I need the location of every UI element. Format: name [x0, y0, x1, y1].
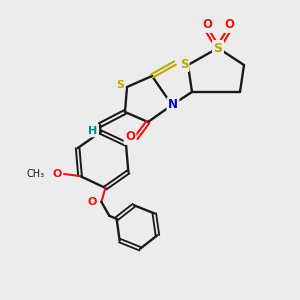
- Text: O: O: [202, 19, 212, 32]
- Text: S: S: [116, 80, 124, 90]
- Text: H: H: [88, 126, 98, 136]
- Text: S: S: [180, 58, 188, 70]
- Text: O: O: [88, 197, 97, 207]
- Text: O: O: [52, 169, 62, 179]
- Text: CH₃: CH₃: [27, 169, 45, 179]
- Text: S: S: [214, 41, 223, 55]
- Text: O: O: [125, 130, 135, 143]
- Text: N: N: [168, 98, 178, 112]
- Text: O: O: [224, 19, 234, 32]
